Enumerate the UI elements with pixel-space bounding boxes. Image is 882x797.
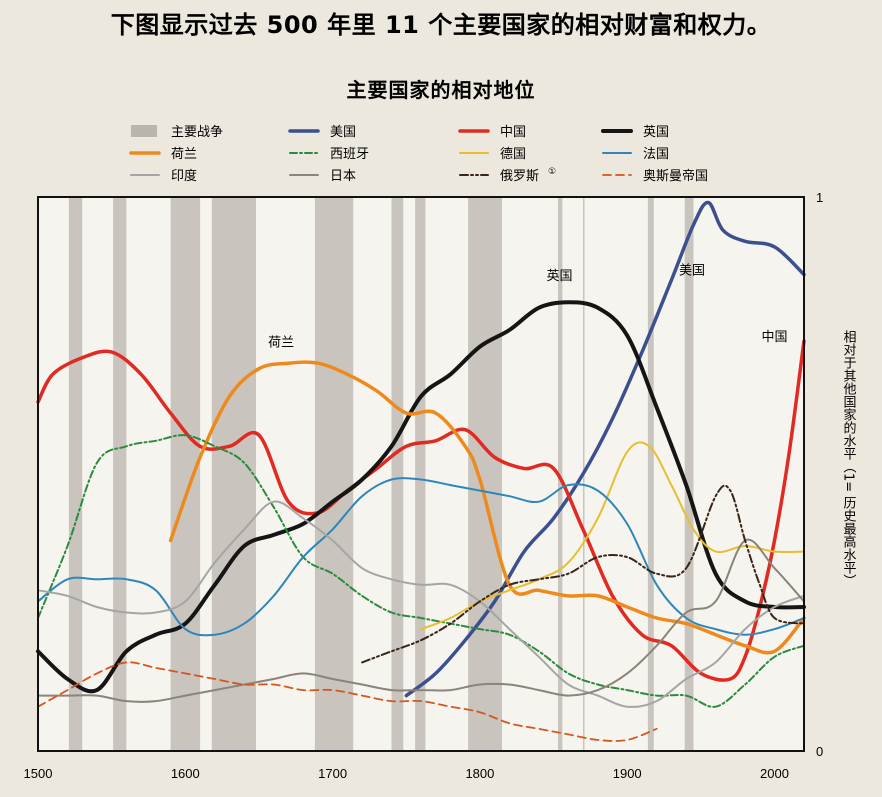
legend-label-6: 法国 [643, 147, 669, 162]
legend-label-8: 日本 [330, 169, 356, 184]
legend-label-7: 印度 [171, 168, 197, 184]
legend-label-9: 俄罗斯 [500, 169, 539, 184]
plot-frame [37, 196, 805, 752]
series-line-9 [361, 484, 805, 664]
page-headline: 下图显示过去 500 年里 11 个主要国家的相对财富和权力。 [111, 11, 771, 39]
legend-label-4: 西班牙 [330, 147, 369, 162]
annotation-0: 荷兰 [268, 336, 294, 351]
x-axis-ticks: 1500 1600 1700 1800 1900 2000 [24, 766, 789, 781]
annotation-1: 英国 [546, 269, 572, 284]
war-bands [68, 197, 694, 751]
legend-label-10: 奥斯曼帝国 [643, 168, 708, 184]
series-line-3 [168, 360, 806, 655]
chart-title: 主要国家的相对地位 [347, 78, 536, 102]
war-band-4 [314, 197, 354, 751]
x-tick-2: 1700 [318, 766, 347, 781]
series-line-0 [404, 200, 806, 698]
series-line-10 [37, 661, 658, 742]
x-tick-4: 1900 [613, 766, 642, 781]
series-line-2 [36, 300, 806, 694]
x-tick-3: 1800 [465, 766, 494, 781]
war-band-5 [391, 197, 404, 751]
legend-label-1: 中国 [500, 125, 526, 140]
y-axis-label: 相对于其他国家的水平（1= 历史最高水平） [841, 330, 857, 587]
war-band-11 [684, 197, 694, 751]
y-tick-1: 1 [816, 190, 823, 205]
legend-label-3: 荷兰 [171, 147, 197, 162]
war-band-7 [468, 197, 502, 751]
legend-label-war: 主要战争 [171, 125, 223, 140]
y-tick-0: 0 [816, 744, 823, 759]
legend-label-2: 英国 [643, 125, 669, 140]
legend-label-5: 德国 [500, 147, 526, 162]
war-band-6 [415, 197, 426, 751]
series-line-4 [37, 434, 805, 708]
war-band-10 [647, 197, 654, 751]
legend-footnote-mark: ① [548, 167, 556, 177]
y-axis-ticks: 01 [816, 190, 823, 759]
x-tick-5: 2000 [760, 766, 789, 781]
war-band-3 [211, 197, 256, 751]
war-band-0 [68, 197, 83, 751]
legend-swatch-war [131, 125, 157, 137]
annotation-3: 中国 [761, 330, 787, 345]
x-tick-0: 1500 [24, 766, 53, 781]
series-line-7 [37, 500, 805, 708]
y-axis-label-text: 相对于其他国家的水平（1= 历史最高水平） [841, 330, 857, 587]
series-line-6 [37, 477, 805, 637]
series-line-8 [37, 538, 805, 703]
annotation-2: 美国 [679, 264, 705, 279]
x-tick-1: 1600 [171, 766, 200, 781]
plot-area [36, 196, 806, 752]
series-lines [36, 200, 806, 742]
war-band-2 [170, 197, 201, 751]
war-band-8 [558, 197, 563, 751]
series-line-5 [420, 441, 805, 631]
legend-label-0: 美国 [330, 125, 356, 140]
series-line-1 [36, 339, 806, 682]
